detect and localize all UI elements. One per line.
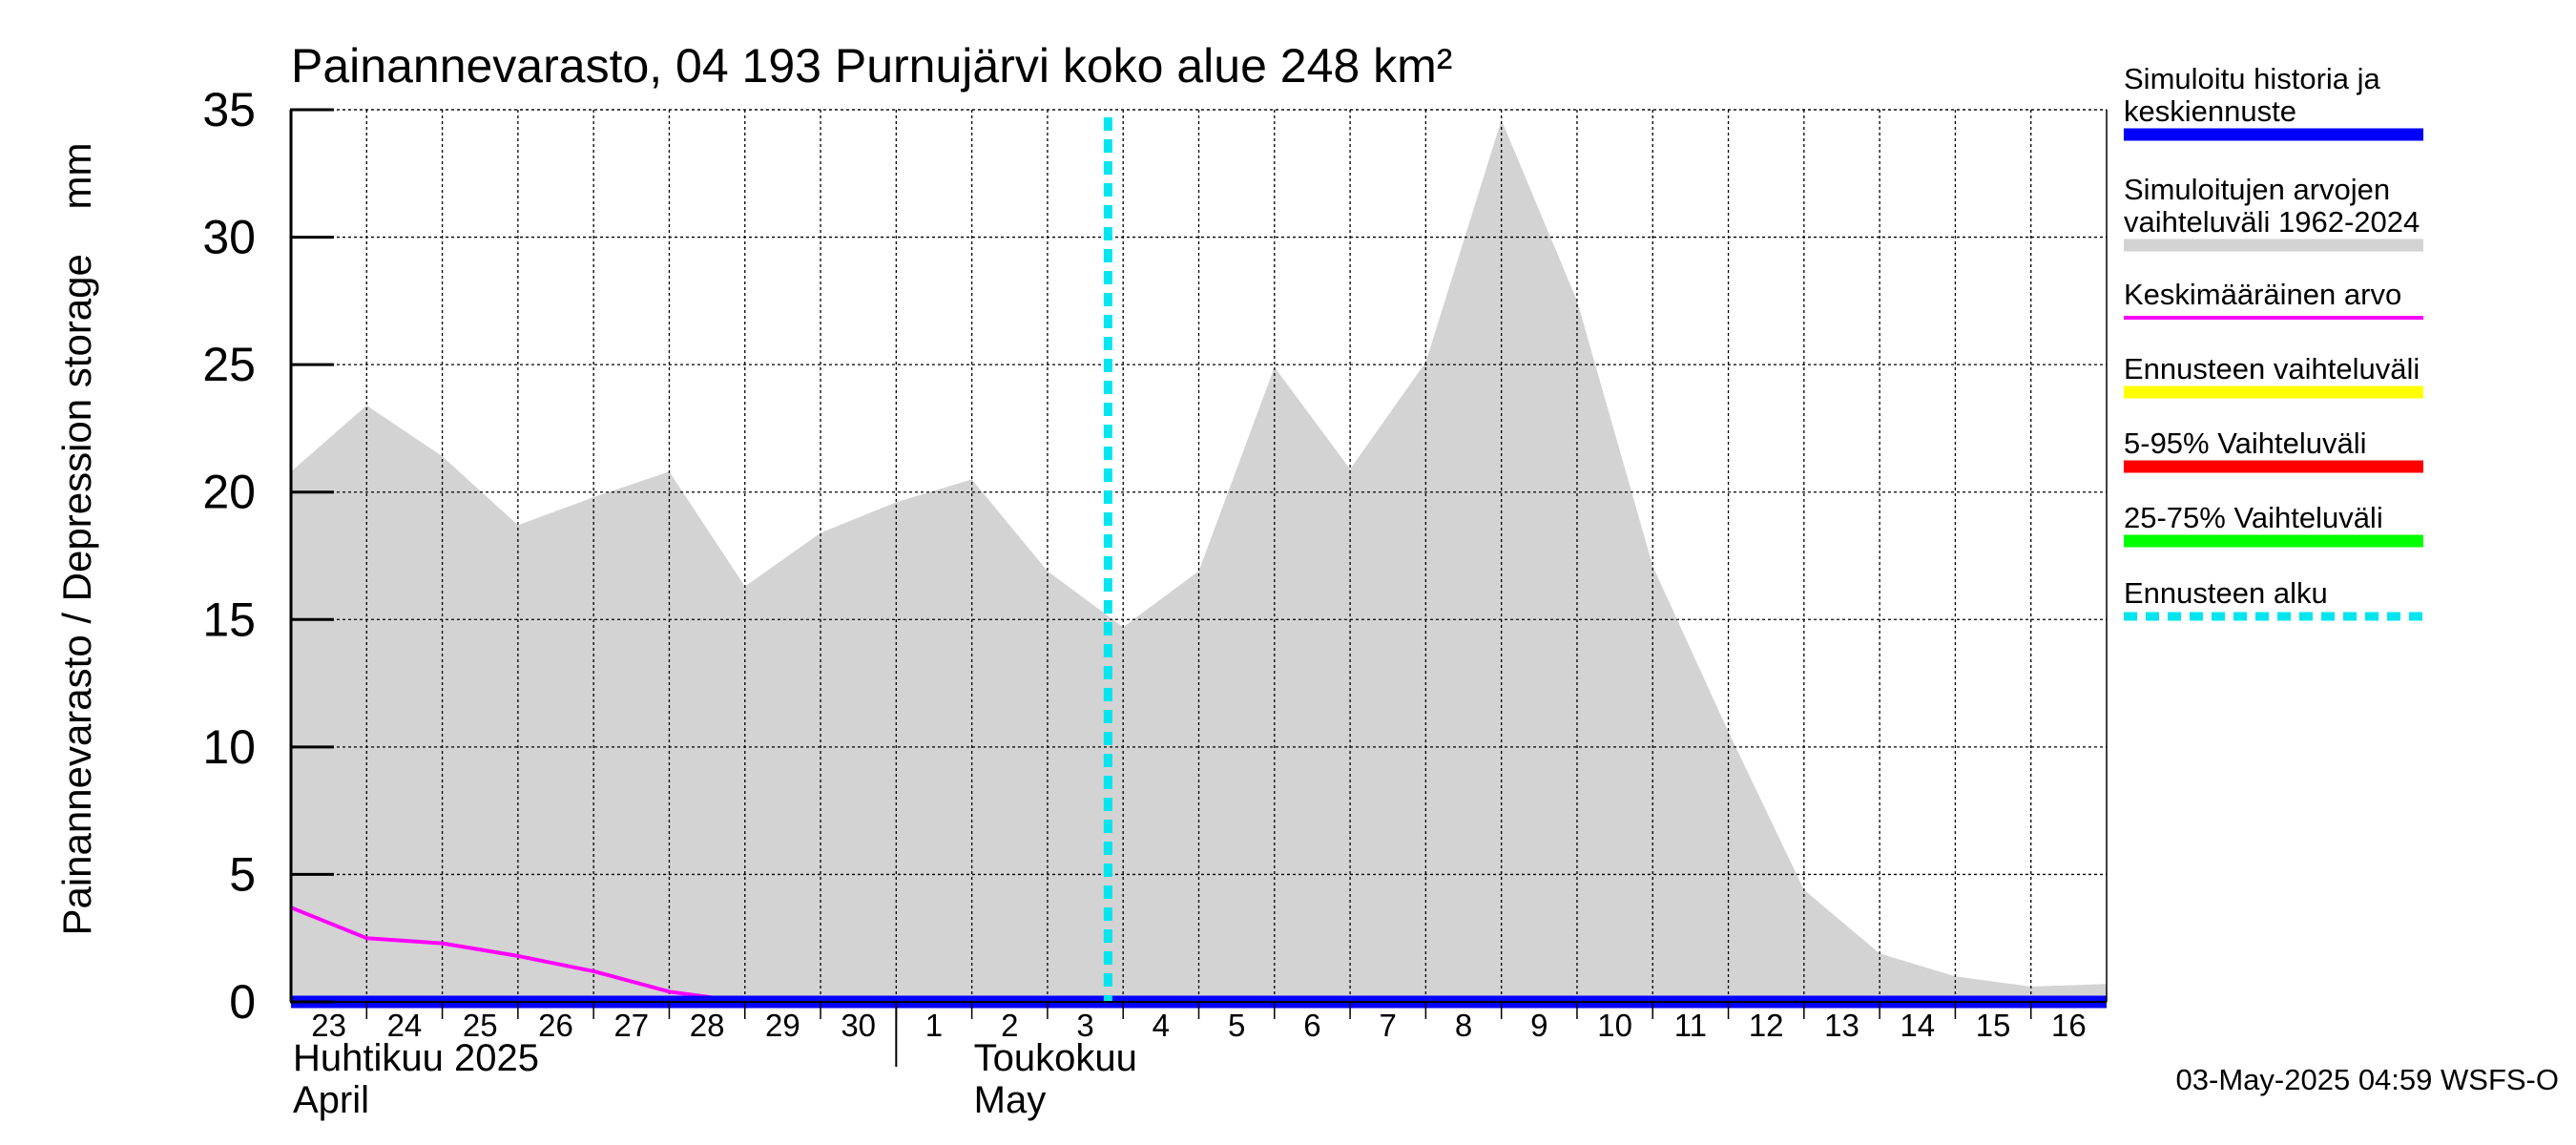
y-tick-label-25: 25 <box>202 338 256 391</box>
x-tick-label-23: 16 <box>2051 1008 2087 1043</box>
legend-label-2: Keskimääräinen arvo <box>2124 278 2401 311</box>
month-label-fi-1: Toukokuu <box>974 1037 1137 1079</box>
x-tick-label-13: 6 <box>1303 1008 1320 1043</box>
x-tick-label-17: 10 <box>1597 1008 1632 1043</box>
y-tick-label-35: 35 <box>202 83 256 136</box>
x-tick-label-18: 11 <box>1674 1008 1707 1043</box>
y-tick-label-5: 5 <box>229 847 256 901</box>
plot-area <box>289 109 2108 1009</box>
x-tick-label-10: 3 <box>1076 1008 1093 1043</box>
legend-label-0: Simuloitu historia ja keskiennuste <box>2124 62 2381 128</box>
x-tick-label-9: 2 <box>1001 1008 1018 1043</box>
x-tick-label-2: 25 <box>463 1008 498 1043</box>
x-tick-label-20: 13 <box>1824 1008 1859 1043</box>
month-label-fi-0: Huhtikuu 2025 <box>293 1037 539 1079</box>
x-tick-label-1: 24 <box>387 1008 423 1043</box>
footer-timestamp: 03-May-2025 04:59 WSFS-O <box>2176 1063 2559 1096</box>
month-label-en-0: April <box>293 1079 369 1121</box>
x-tick-label-3: 26 <box>538 1008 573 1043</box>
x-tick-label-21: 14 <box>1900 1008 1935 1043</box>
y-tick-label-10: 10 <box>202 720 256 774</box>
x-tick-label-4: 27 <box>613 1008 649 1043</box>
x-tick-label-16: 9 <box>1530 1008 1548 1043</box>
y-tick-label-20: 20 <box>202 466 256 519</box>
x-tick-label-15: 8 <box>1455 1008 1472 1043</box>
y-tick-label-30: 30 <box>202 211 256 264</box>
x-tick-label-14: 7 <box>1380 1008 1397 1043</box>
month-label-en-1: May <box>974 1079 1047 1121</box>
legend-label-3: Ennusteen vaihteluväli <box>2124 352 2420 385</box>
legend-label-1: Simuloitujen arvojen vaihteluväli 1962-20… <box>2124 173 2420 239</box>
x-tick-label-12: 5 <box>1228 1008 1245 1043</box>
x-tick-label-6: 29 <box>765 1008 800 1043</box>
x-tick-label-5: 28 <box>690 1008 725 1043</box>
legend-label-6: Ennusteen alku <box>2124 576 2328 610</box>
x-axis: 23 24 25 26 27 28 29 30 1 2 3 4 5 6 7 8 9 10 11 12 13 14 15 16H… <box>293 1002 2087 1121</box>
x-tick-label-19: 12 <box>1749 1008 1784 1043</box>
legend-label-5: 25-75% Vaihteluväli <box>2124 501 2383 534</box>
y-tick-label-15: 15 <box>202 593 256 646</box>
legend: Simuloitu historia ja keskiennuste Simuloi… <box>2124 62 2423 621</box>
y-tick-label-0: 0 <box>229 975 256 1029</box>
y-axis-label: Painannevarasto / Depression storage mm <box>54 142 99 935</box>
y-axis: 0 5 10 15 20 25 30 35 <box>202 83 334 1029</box>
x-tick-label-7: 30 <box>841 1008 876 1043</box>
x-tick-label-0: 23 <box>311 1008 346 1043</box>
legend-label-4: 5-95% Vaihteluväli <box>2124 427 2366 460</box>
chart-title: Painannevarasto, 04 193 Purnujärvi koko … <box>291 39 1452 93</box>
x-tick-label-8: 1 <box>925 1008 943 1043</box>
x-tick-label-22: 15 <box>1976 1008 2011 1043</box>
x-tick-label-11: 4 <box>1153 1008 1170 1043</box>
